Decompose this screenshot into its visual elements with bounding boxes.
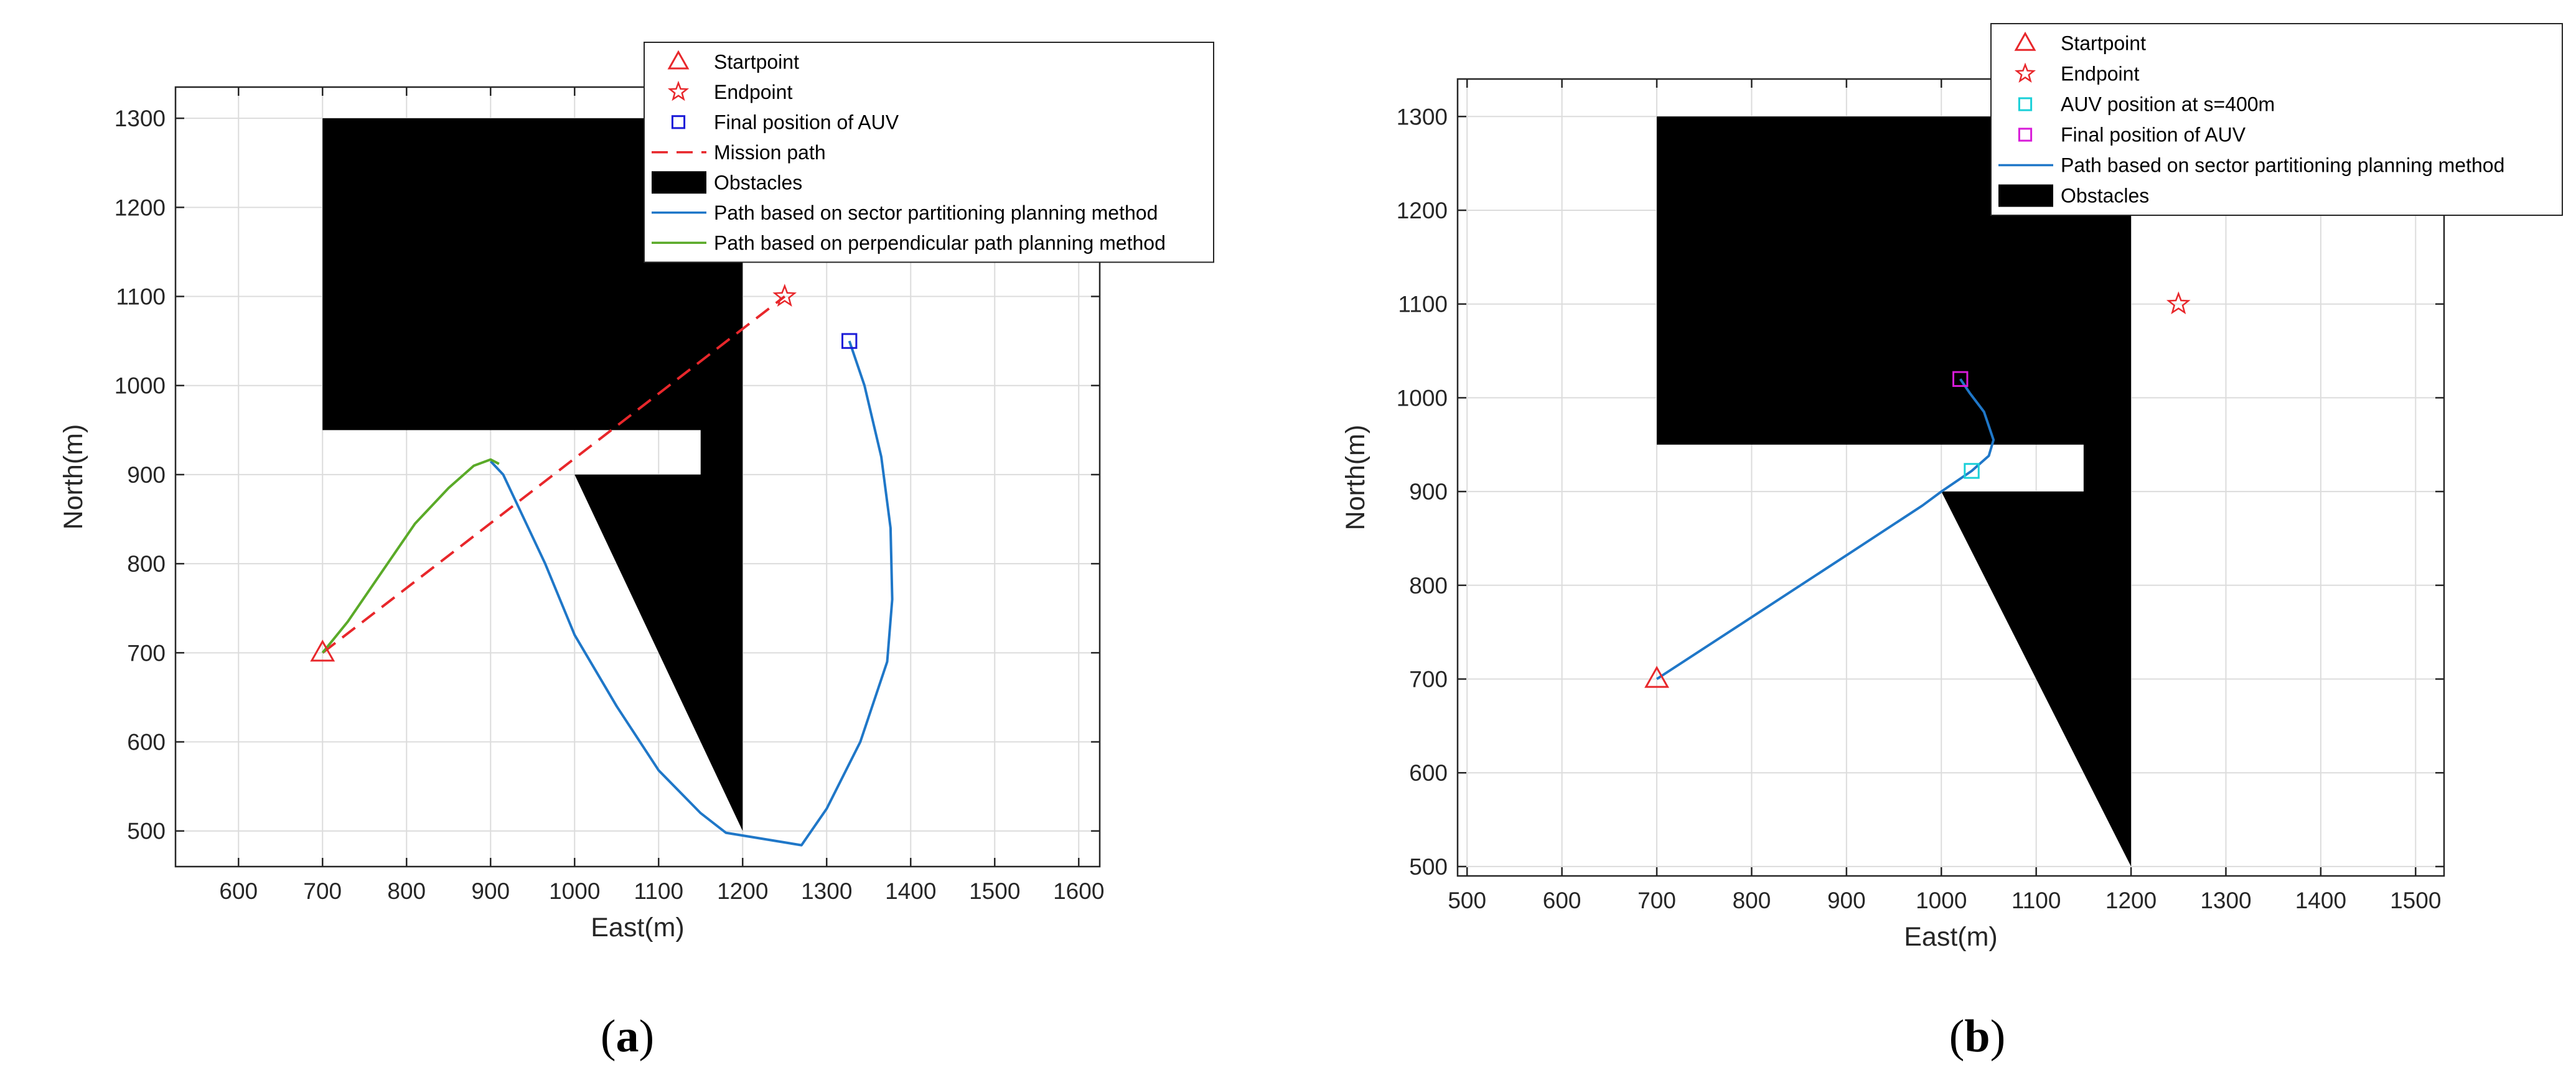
x-tick-label: 1000 (549, 878, 600, 904)
legend-symbol-5 (1998, 184, 2053, 207)
y-tick-label: 1100 (116, 284, 166, 310)
y-tick-label: 500 (127, 819, 166, 844)
x-tick-label: 1300 (2200, 888, 2251, 913)
x-tick-label: 700 (303, 878, 342, 904)
chart-b: 500 600 700 800 900 1000 1100 1200 1300 1400 1500 5… (1341, 23, 2563, 952)
x-tick-label: 900 (1827, 888, 1866, 913)
x-tick-label: 500 (1448, 888, 1486, 913)
y-tick-label: 900 (1409, 479, 1448, 505)
x-tick-label: 800 (1733, 888, 1771, 913)
caption-a: (a) (601, 1011, 654, 1062)
axes-frame (174, 86, 1101, 868)
legend-symbol-2 (2018, 97, 2033, 111)
x-tick-label: 1600 (1053, 878, 1104, 904)
legend-entry-2: AUV position at s=400m (2061, 93, 2275, 116)
legend-entry-5: Obstacles (2061, 185, 2149, 207)
series-1-point-0 (772, 284, 797, 307)
series-3-line (322, 295, 786, 654)
x-tick-label: 600 (219, 878, 258, 904)
x-tick-label: 600 (1543, 888, 1581, 913)
series-1-point-0 (2166, 291, 2191, 315)
legend-entry-1: Endpoint (2061, 63, 2139, 85)
legend-box (644, 42, 1214, 263)
axes-frame (1456, 78, 2445, 877)
legend-symbol-1 (667, 80, 690, 101)
x-tick-label: 900 (471, 878, 510, 904)
y-axis-label: North(m) (59, 424, 88, 530)
x-tick-label: 1100 (634, 878, 683, 904)
legend-symbol-0 (2014, 31, 2036, 51)
legend-symbol-4 (652, 171, 706, 194)
y-tick-label: 600 (1409, 760, 1448, 786)
y-tick-label: 800 (127, 551, 166, 577)
y-tick-label: 1000 (115, 373, 166, 399)
legend: Startpoint Endpoint AUV position at s=400m… (1990, 23, 2563, 216)
y-tick-label: 700 (1409, 667, 1448, 692)
series-0-point-0 (1644, 666, 1669, 688)
obstacle-0 (1657, 116, 2132, 867)
svg-text:(a): (a) (601, 1011, 654, 1062)
legend-entry-4: Obstacles (714, 171, 802, 193)
x-tick-label: 700 (1637, 888, 1676, 913)
x-axis-label: East(m) (1904, 922, 1998, 952)
y-tick-label: 1100 (1398, 292, 1448, 317)
x-axis-label: East(m) (591, 913, 685, 942)
series-4-line (1656, 378, 1995, 681)
legend-entry-3: Mission path (714, 141, 826, 164)
y-tick-label: 1300 (1397, 104, 1448, 129)
y-tick-label: 1300 (115, 106, 166, 131)
series-0-point-0 (310, 640, 335, 662)
obstacle-0 (322, 118, 743, 831)
y-tick-label: 800 (1409, 573, 1448, 598)
caption-a-letter: a (616, 1011, 639, 1062)
legend-symbol-2 (671, 115, 686, 129)
legend-entry-1: Endpoint (714, 81, 792, 103)
legend-entry-4: Path based on sector partitioning planni… (2061, 154, 2504, 177)
chart-a: 600 700 800 900 1000 1100 1200 1300 1400 1500 1600… (59, 42, 1214, 942)
x-tick-label: 800 (387, 878, 426, 904)
x-tick-label: 1300 (801, 878, 852, 904)
legend-entry-0: Startpoint (2061, 32, 2146, 55)
x-tick-label: 1500 (2390, 888, 2441, 913)
x-tick-label: 1100 (2012, 888, 2061, 913)
legend-symbol-3 (2018, 128, 2033, 142)
series-6-line (321, 458, 500, 654)
series-5-line (489, 340, 894, 847)
x-tick-label: 1400 (2295, 888, 2346, 913)
legend-entry-6: Path based on perpendicular path plannin… (714, 231, 1166, 254)
y-tick-label: 600 (127, 730, 166, 755)
legend-box (1990, 23, 2563, 216)
x-tick-label: 1200 (717, 878, 768, 904)
x-tick-label: 1500 (969, 878, 1020, 904)
y-tick-label: 1000 (1397, 385, 1448, 411)
legend-entry-0: Startpoint (714, 50, 799, 73)
y-tick-label: 900 (127, 462, 166, 488)
caption-b: (b) (1949, 1011, 2005, 1062)
legend-symbol-1 (2014, 62, 2036, 83)
y-tick-label: 700 (127, 640, 166, 666)
y-tick-label: 1200 (115, 195, 166, 220)
y-axis-label: North(m) (1341, 425, 1370, 531)
series-3-point-0 (1952, 371, 1969, 387)
svg-text:(b): (b) (1949, 1011, 2005, 1062)
x-tick-label: 1200 (2105, 888, 2157, 913)
legend: Startpoint Endpoint Final position of AUV M… (644, 42, 1214, 263)
caption-b-letter: b (1964, 1011, 1990, 1062)
series-2-point-0 (841, 333, 858, 349)
y-tick-label: 500 (1409, 854, 1448, 880)
x-tick-label: 1000 (1916, 888, 1967, 913)
y-tick-label: 1200 (1397, 198, 1448, 223)
legend-entry-3: Final position of AUV (2061, 124, 2246, 146)
legend-symbol-0 (667, 50, 690, 70)
x-tick-label: 1400 (885, 878, 936, 904)
legend-entry-5: Path based on sector partitioning planni… (714, 202, 1158, 224)
legend-entry-2: Final position of AUV (714, 111, 899, 133)
series-2-point-0 (1964, 463, 1980, 479)
